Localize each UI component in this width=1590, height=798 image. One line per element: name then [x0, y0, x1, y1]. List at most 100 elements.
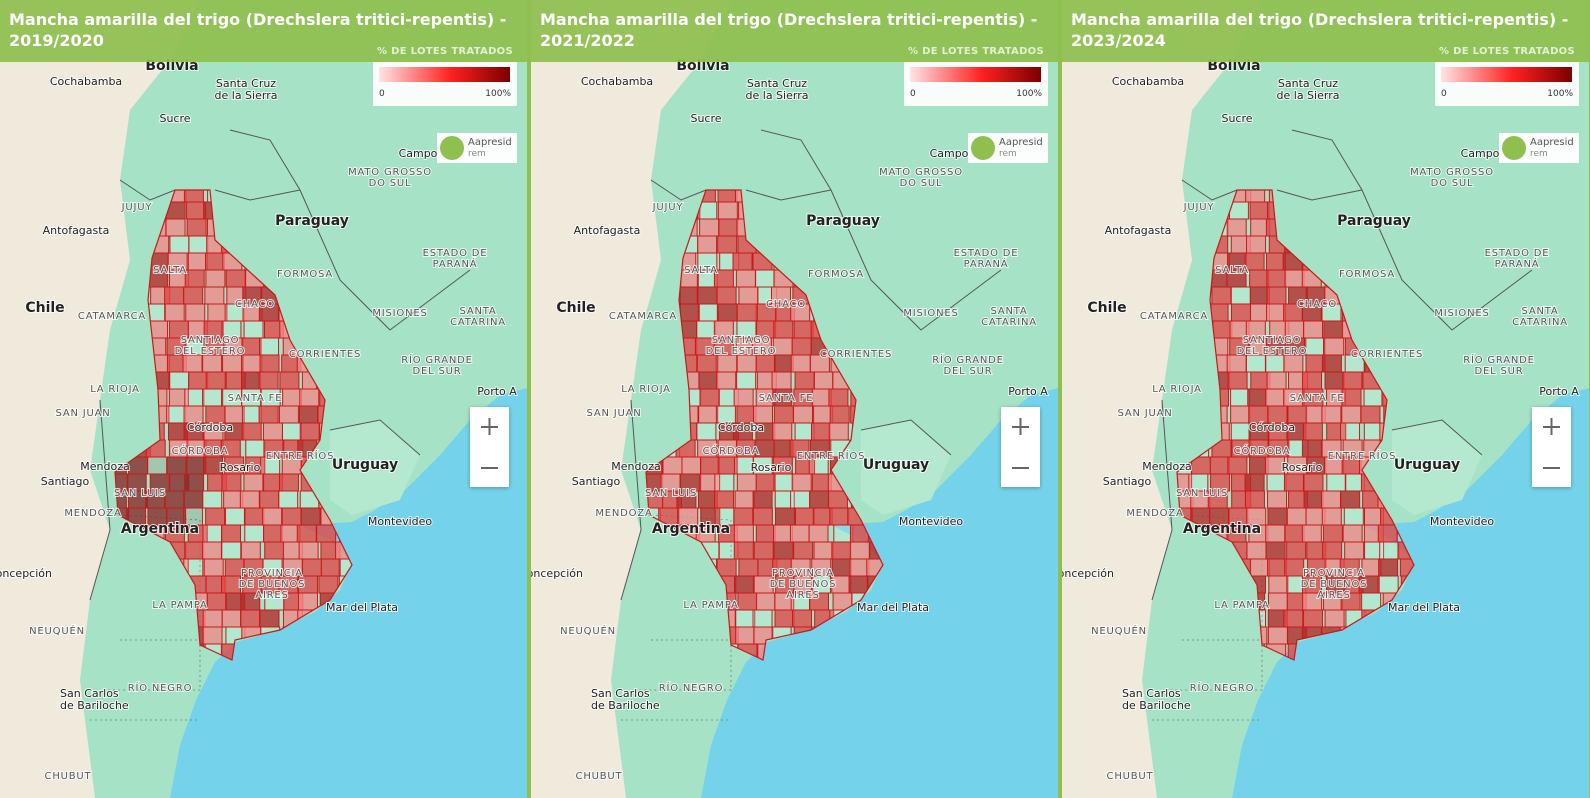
region — [299, 422, 320, 441]
region — [147, 456, 168, 475]
region — [736, 354, 757, 373]
region — [258, 371, 279, 390]
region — [1230, 286, 1251, 305]
region — [1303, 320, 1324, 339]
region — [736, 303, 757, 322]
region — [169, 371, 190, 390]
map-label: SANTA FE — [759, 393, 814, 404]
region — [662, 456, 683, 475]
region — [1340, 422, 1361, 441]
map-label: CHACO — [235, 299, 275, 310]
map-label: Paraguay — [275, 213, 349, 229]
region — [848, 575, 869, 594]
zoom-in[interactable] — [1532, 407, 1571, 446]
region — [733, 541, 754, 560]
region — [205, 252, 226, 271]
region — [738, 558, 759, 577]
region — [813, 541, 834, 560]
region — [185, 303, 206, 322]
region — [356, 576, 375, 593]
region — [302, 558, 323, 577]
zoom-out[interactable] — [1001, 448, 1040, 487]
region — [790, 354, 811, 373]
zoom-in[interactable] — [470, 407, 509, 446]
map-label: RÍO NEGRO — [128, 681, 193, 694]
region — [1422, 644, 1441, 661]
region — [1284, 269, 1305, 288]
region — [245, 661, 264, 678]
map-label: FORMOSA — [808, 269, 864, 280]
zoom-icon — [481, 467, 498, 469]
region — [886, 644, 905, 661]
map-label: Paraguay — [1337, 213, 1411, 229]
map-label: Mendoza — [1142, 460, 1191, 473]
region — [1249, 201, 1270, 220]
logo-name: Aapresid — [999, 137, 1043, 148]
region — [1379, 626, 1400, 645]
map-label: SANTIAGO — [181, 335, 240, 346]
region — [202, 354, 223, 373]
region — [184, 541, 205, 560]
region — [738, 286, 759, 305]
region — [1267, 626, 1288, 645]
map-label: Cochabamba — [50, 75, 122, 88]
region — [1283, 354, 1304, 373]
map-label: JUJUY — [652, 202, 684, 213]
map-label: Porto A — [477, 385, 517, 398]
map-label: CATAMARCA — [609, 311, 677, 322]
region — [755, 269, 776, 288]
region — [832, 661, 851, 678]
map-label: NEUQUÉN — [1091, 624, 1147, 637]
legend-box: 0 100% — [904, 62, 1048, 106]
map-label: ESTADO DE — [423, 248, 488, 259]
region — [699, 388, 720, 407]
legend-title: % DE LOTES TRATADOS — [1439, 46, 1575, 57]
zoom-in[interactable] — [1001, 407, 1040, 446]
zone-outline — [114, 189, 353, 661]
map-label: Rosario — [220, 461, 261, 474]
region — [867, 524, 883, 543]
map-label: LA RIOJA — [621, 384, 671, 395]
map-label: NEUQUÉN — [29, 624, 85, 637]
region — [1267, 507, 1288, 526]
region — [1268, 575, 1289, 594]
region — [335, 626, 352, 645]
region — [259, 609, 280, 628]
region — [1379, 643, 1400, 660]
region — [1268, 592, 1289, 611]
region — [318, 575, 339, 594]
region — [732, 252, 753, 271]
map-label: DEL ESTERO — [1237, 346, 1308, 357]
region — [169, 235, 190, 254]
region — [223, 490, 244, 509]
zoom-out[interactable] — [470, 448, 509, 487]
region — [1266, 303, 1287, 322]
region — [681, 456, 702, 475]
region — [205, 507, 226, 526]
map-label: Argentina — [121, 521, 199, 537]
region — [714, 473, 735, 492]
map-label: SALTA — [684, 265, 718, 276]
region — [296, 524, 317, 543]
region — [164, 303, 185, 322]
legend-min: 0 — [1441, 89, 1447, 99]
map-label: Sucre — [159, 112, 190, 125]
zoom-out[interactable] — [1532, 448, 1571, 487]
region — [1326, 661, 1345, 678]
region — [243, 473, 264, 492]
map-label: Porto A — [1008, 385, 1048, 398]
region — [773, 473, 794, 492]
region — [831, 626, 852, 645]
map-label: JUJUY — [1183, 202, 1215, 213]
title-line: 2019/2020 — [9, 31, 104, 50]
region — [871, 661, 890, 678]
region — [773, 524, 794, 543]
map-label: CORRIENTES — [820, 349, 892, 360]
region — [717, 354, 738, 373]
region — [699, 456, 720, 475]
logo-icon — [971, 136, 995, 160]
map-label: CHACO — [1297, 299, 1337, 310]
region — [357, 661, 376, 678]
